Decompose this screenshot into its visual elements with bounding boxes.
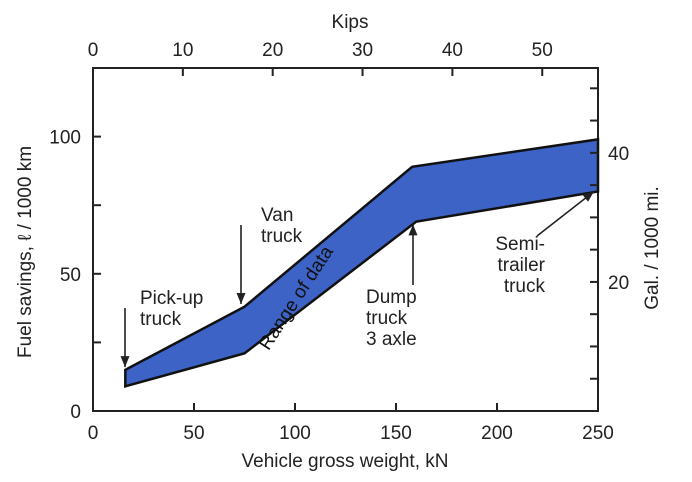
annotation-line: truck — [261, 226, 303, 247]
annotation-semi: Semi-trailer truck — [495, 234, 545, 297]
annotation-dump: Dump truck 3 axle — [366, 287, 417, 350]
annotation-arrowhead-van — [236, 292, 246, 304]
annotation-line: Pick-up — [140, 288, 203, 309]
annotation-line: truck — [504, 276, 546, 297]
plot-frame — [92, 67, 599, 412]
annotation-arrowhead-dump — [408, 224, 418, 236]
x-tick-label: 0 — [88, 423, 99, 444]
y2-tick-label: 40 — [608, 144, 629, 165]
annotation-line: 3 axle — [366, 329, 417, 350]
y-tick-label: 100 — [49, 128, 81, 149]
x2-tick-label: 20 — [262, 40, 283, 61]
y-axis-title: Fuel savings, ℓ / 1000 km — [15, 146, 36, 358]
x2-tick-label: 40 — [442, 40, 463, 61]
annotation-line: Semi- — [495, 234, 545, 255]
x-tick-label: 250 — [582, 423, 614, 444]
x-ticks-top: 0 10 20 30 40 50 — [88, 40, 553, 76]
annotation-line: truck — [366, 308, 408, 329]
annotation-line: trailer — [497, 255, 545, 276]
annotation-line: truck — [140, 309, 182, 330]
annotation-line: Van — [261, 205, 293, 226]
x2-tick-label: 10 — [172, 40, 193, 61]
annotation-line: Dump — [366, 287, 417, 308]
x2-tick-label: 50 — [532, 40, 553, 61]
x-tick-label: 200 — [481, 423, 513, 444]
annotation-arrowhead-pickup — [120, 356, 130, 368]
y2-tick-label: 20 — [608, 273, 629, 294]
x-tick-label: 150 — [380, 423, 412, 444]
x2-axis-title: Kips — [332, 12, 369, 33]
y-tick-label: 50 — [60, 265, 81, 286]
annotation-arrowhead-semi — [582, 191, 594, 202]
x2-tick-label: 30 — [352, 40, 373, 61]
x-ticks-bottom: 0 50 100 150 200 250 — [88, 403, 614, 444]
y2-axis-title: Gal. / 1000 mi. — [642, 186, 663, 310]
annotation-van: Van truck — [261, 205, 303, 247]
x-axis-title: Vehicle gross weight, kN — [242, 451, 449, 472]
x2-tick-label: 0 — [88, 40, 99, 61]
annotation-arrow-semi — [536, 190, 595, 237]
x-tick-label: 50 — [183, 423, 204, 444]
x-tick-label: 100 — [279, 423, 311, 444]
y-ticks-left: 0 50 100 — [49, 67, 101, 423]
annotation-pickup: Pick-up truck — [140, 288, 203, 330]
y-tick-label: 0 — [70, 402, 81, 423]
range-band — [124, 137, 600, 388]
